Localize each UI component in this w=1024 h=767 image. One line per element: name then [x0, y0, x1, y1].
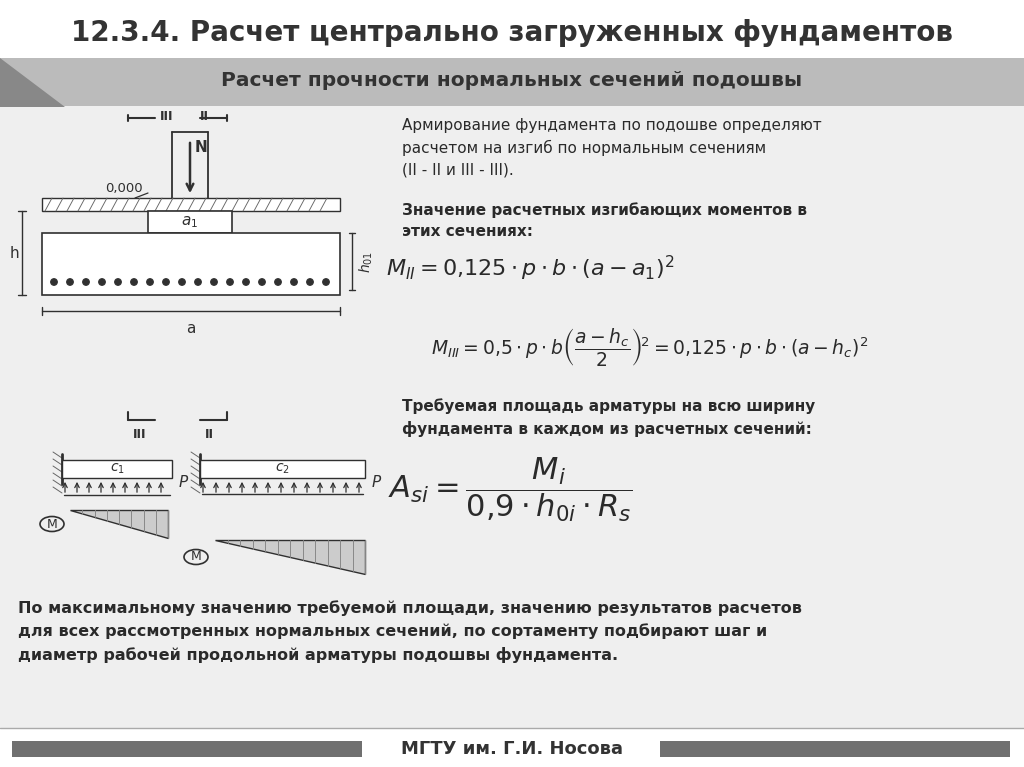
Text: Требуемая площадь арматуры на всю ширину
фундамента в каждом из расчетных сечени: Требуемая площадь арматуры на всю ширину… — [402, 398, 815, 437]
Text: a: a — [186, 321, 196, 336]
Polygon shape — [70, 510, 168, 538]
Bar — [42, 198, 340, 211]
Circle shape — [83, 278, 89, 285]
Circle shape — [179, 278, 185, 285]
Text: $a_1$: $a_1$ — [181, 214, 199, 230]
Circle shape — [67, 278, 73, 285]
Circle shape — [291, 278, 297, 285]
Circle shape — [131, 278, 137, 285]
Circle shape — [51, 278, 57, 285]
Circle shape — [146, 278, 154, 285]
Bar — [62, 460, 172, 478]
Text: P: P — [179, 475, 188, 490]
Bar — [0, 58, 1024, 106]
Polygon shape — [0, 58, 65, 107]
Text: Расчет прочности нормальных сечений подошвы: Расчет прочности нормальных сечений подо… — [221, 71, 803, 90]
Bar — [660, 741, 1010, 757]
Bar — [0, 0, 1024, 58]
Text: 0,000: 0,000 — [105, 182, 142, 195]
Circle shape — [323, 278, 329, 285]
Circle shape — [163, 278, 169, 285]
Circle shape — [274, 278, 282, 285]
Text: По максимальному значению требуемой площади, значению результатов расчетов
для в: По максимальному значению требуемой площ… — [18, 600, 802, 663]
Text: $M_{II} = 0{,}125 \cdot p \cdot b \cdot \left(a - a_1\right)^2$: $M_{II} = 0{,}125 \cdot p \cdot b \cdot … — [386, 253, 674, 282]
Text: $c_1$: $c_1$ — [110, 462, 125, 476]
Text: МГТУ им. Г.И. Носова: МГТУ им. Г.И. Носова — [401, 740, 623, 758]
Text: P: P — [372, 475, 381, 490]
Text: II: II — [205, 428, 214, 441]
Circle shape — [307, 278, 313, 285]
Text: N: N — [195, 140, 208, 155]
Circle shape — [259, 278, 265, 285]
Text: $M_{III} = 0{,}5 \cdot p \cdot b\left(\dfrac{a - h_c}{2}\right)^{\!2} = 0{,}125 : $M_{III} = 0{,}5 \cdot p \cdot b\left(\d… — [431, 327, 868, 369]
Circle shape — [226, 278, 233, 285]
Circle shape — [195, 278, 201, 285]
Bar — [0, 728, 1024, 767]
Circle shape — [115, 278, 121, 285]
Polygon shape — [215, 540, 365, 574]
Text: Армирование фундамента по подошве определяют
расчетом на изгиб по нормальным сеч: Армирование фундамента по подошве опреде… — [402, 118, 821, 178]
Text: III: III — [133, 428, 146, 441]
Circle shape — [98, 278, 105, 285]
Text: M: M — [47, 518, 57, 531]
Circle shape — [211, 278, 217, 285]
Text: II: II — [200, 110, 209, 123]
Bar — [12, 741, 362, 757]
Text: $h_{01}$: $h_{01}$ — [357, 250, 375, 272]
Text: $c_2$: $c_2$ — [275, 462, 290, 476]
Text: 12.3.4. Расчет центрально загруженных фундаментов: 12.3.4. Расчет центрально загруженных фу… — [71, 19, 953, 47]
Bar — [42, 233, 340, 295]
Bar — [148, 211, 232, 233]
Text: M: M — [190, 551, 202, 564]
Bar — [200, 460, 365, 478]
Text: h: h — [9, 245, 18, 261]
Text: $A_{si} = \dfrac{M_i}{0{,}9 \cdot h_{0i} \cdot R_s}$: $A_{si} = \dfrac{M_i}{0{,}9 \cdot h_{0i}… — [388, 456, 632, 525]
Text: Значение расчетных изгибающих моментов в
этих сечениях:: Значение расчетных изгибающих моментов в… — [402, 202, 807, 239]
Circle shape — [243, 278, 249, 285]
Text: III: III — [160, 110, 173, 123]
